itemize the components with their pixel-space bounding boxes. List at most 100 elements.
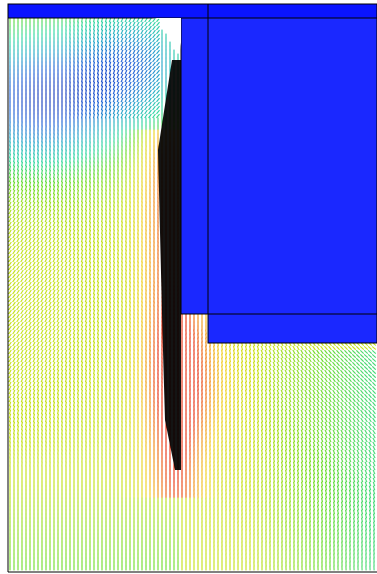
mesh-element: [52, 181, 56, 187]
mesh-element: [100, 109, 104, 115]
mesh-element: [28, 173, 32, 179]
mesh-element: [116, 269, 120, 275]
mesh-element: [77, 177, 79, 183]
mesh-element: [44, 233, 48, 239]
mesh-element: [108, 221, 112, 227]
mesh-element: [28, 381, 32, 387]
mesh-element: [48, 193, 52, 199]
mesh-element: [221, 393, 223, 399]
mesh-element: [8, 165, 12, 171]
mesh-element: [136, 89, 140, 95]
mesh-element: [68, 177, 72, 183]
mesh-element: [28, 225, 32, 231]
mesh-element: [256, 369, 260, 375]
mesh-element: [68, 205, 72, 211]
mesh-element: [12, 361, 16, 367]
mesh-element: [12, 385, 16, 391]
mesh-element: [72, 397, 76, 403]
mesh-element: [248, 353, 252, 359]
mesh-element: [64, 177, 68, 183]
mesh-element: [16, 297, 20, 303]
mesh-element: [156, 61, 160, 67]
mesh-element: [116, 97, 120, 103]
mesh-element: [44, 325, 48, 331]
mesh-element: [116, 41, 120, 47]
mesh-element: [108, 93, 112, 99]
mesh-element: [360, 385, 364, 391]
mesh-element: [32, 309, 36, 315]
mesh-element: [32, 237, 36, 243]
mesh-element: [24, 253, 28, 259]
mesh-element: [351, 361, 357, 367]
mesh-element: [64, 401, 68, 407]
mesh-element: [60, 317, 64, 323]
mesh-element: [112, 25, 116, 31]
mesh-element: [32, 301, 36, 307]
mesh-element: [288, 369, 292, 375]
mesh-element: [24, 381, 28, 387]
mesh-element: [328, 365, 332, 371]
mesh-element: [113, 353, 115, 359]
mesh-element: [80, 213, 84, 219]
mesh-element: [156, 21, 160, 27]
mesh-element: [116, 265, 120, 271]
mesh-element: [40, 261, 44, 267]
mesh-element: [228, 357, 232, 363]
mesh-element: [100, 373, 104, 379]
mesh-element: [296, 349, 300, 355]
mesh-element: [32, 337, 36, 343]
mesh-element: [108, 265, 112, 271]
mesh-element: [109, 189, 111, 195]
mesh-element: [112, 329, 116, 335]
mesh-element: [16, 269, 20, 275]
mesh-element: [32, 181, 36, 187]
mesh-element: [24, 365, 28, 371]
mesh-element: [68, 269, 72, 275]
mesh-element: [84, 349, 88, 355]
mesh-element: [32, 401, 36, 407]
mesh-element: [104, 25, 108, 31]
mesh-element: [28, 289, 32, 295]
mesh-element: [76, 365, 80, 371]
mesh-element: [16, 337, 20, 343]
mesh-element: [16, 369, 20, 375]
mesh-element: [128, 105, 132, 111]
mesh-element: [100, 301, 104, 307]
mesh-element: [32, 377, 36, 383]
mesh-element: [355, 345, 361, 351]
mesh-element: [120, 109, 124, 115]
mesh-element: [121, 293, 123, 299]
mesh-element: [308, 349, 312, 355]
mesh-element: [80, 253, 84, 259]
mesh-element: [52, 177, 56, 183]
mesh-element: [85, 69, 87, 75]
mesh-element: [104, 45, 108, 51]
mesh-element: [232, 373, 236, 379]
mesh-element: [68, 373, 72, 379]
mesh-element: [36, 357, 40, 363]
mesh-element: [288, 377, 292, 383]
mesh-element: [125, 289, 127, 295]
mesh-element: [8, 217, 12, 223]
mesh-element: [36, 309, 40, 315]
mesh-element: [81, 101, 83, 107]
mesh-element: [72, 233, 76, 239]
mesh-element: [72, 177, 76, 183]
mesh-element: [40, 301, 44, 307]
mesh-element: [8, 333, 12, 339]
mesh-element: [84, 385, 88, 391]
mesh-element: [56, 249, 60, 255]
mesh-element: [48, 173, 52, 179]
mesh-element: [60, 353, 64, 359]
mesh-element: [81, 61, 83, 67]
mesh-element: [156, 85, 160, 91]
mesh-element: [100, 345, 104, 351]
mesh-element: [113, 197, 115, 203]
mesh-element: [52, 285, 56, 291]
mesh-element: [32, 393, 36, 399]
mesh-element: [92, 357, 96, 363]
mesh-element: [92, 53, 96, 59]
mesh-element: [60, 265, 64, 271]
mesh-element: [64, 337, 68, 343]
mesh-element: [296, 373, 300, 379]
